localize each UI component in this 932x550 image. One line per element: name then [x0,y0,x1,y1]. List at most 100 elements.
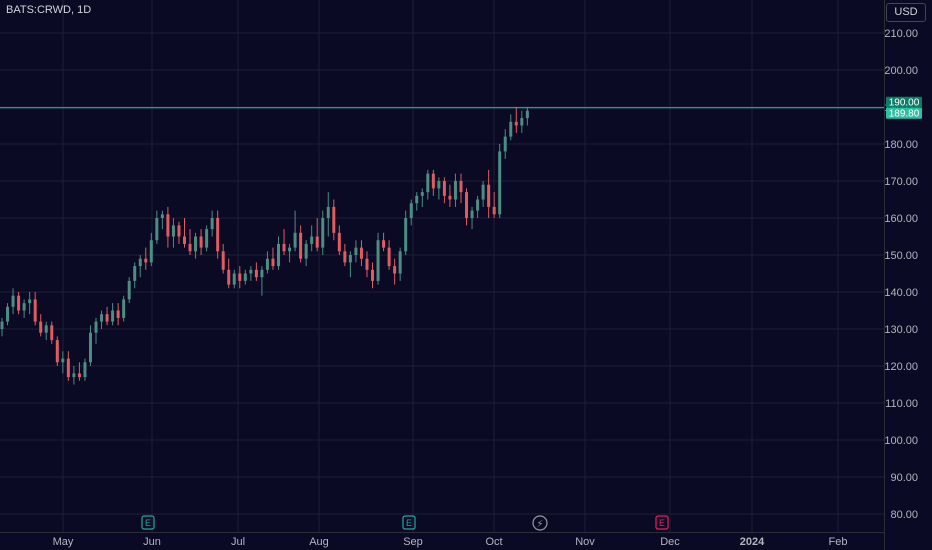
price-label-box [886,96,922,108]
candle-body [376,240,380,281]
earnings-marker-icon[interactable] [655,515,669,530]
candle-body [221,251,225,270]
candle-body [426,173,430,193]
candle-body [199,236,203,248]
candle-body [122,299,126,318]
currency-button[interactable]: USD [886,3,926,22]
event-marker-label: E [406,518,412,528]
candle-body [343,251,347,263]
candle-body [470,210,474,218]
candle-body [503,136,507,152]
price-label: 189.80 [889,109,920,120]
candle-body [160,214,164,218]
candle-body [459,181,463,193]
candle-body [232,273,236,285]
candle-body [182,236,186,244]
price-label-box [886,107,922,119]
y-tick-label: 100.00 [884,435,918,447]
event-marker-label: E [145,518,151,528]
event-marker-label: E [659,518,665,528]
candle-body [293,232,297,248]
candle-body [465,192,469,218]
candle-body [39,321,43,333]
earnings-marker-icon[interactable] [402,515,416,530]
y-tick-label: 180.00 [884,139,918,151]
candle-body [216,218,220,252]
candle-body [144,258,148,263]
candle-body [321,218,325,248]
candle-body [94,321,98,333]
price-label: 190.00 [889,98,920,109]
candle-body [61,358,65,363]
y-tick-label: 110.00 [885,398,918,410]
candle-body [299,232,303,259]
y-tick-label: 200.00 [884,65,918,77]
candle-body [83,362,87,378]
candle-body [100,314,104,322]
x-tick-label: Jul [231,536,245,548]
y-tick-label: 140.00 [884,287,918,299]
x-tick-label: Sep [403,536,423,548]
candle-body [371,269,375,281]
candle-body [33,299,37,322]
candle-body [304,243,308,259]
x-tick-label: Dec [660,536,680,548]
candle-body [514,121,518,126]
candle-body [487,184,491,207]
candle-body [194,236,198,252]
candle-body [476,199,480,211]
candle-body [282,243,286,252]
candle-body [387,247,391,267]
candle-body [398,251,402,274]
candle-body [210,218,214,230]
candle-body [415,195,419,204]
candle-body [453,181,457,200]
dividend-marker-icon[interactable] [532,515,548,531]
candle-body [0,321,4,329]
candle-body [155,218,159,241]
candle-body [448,195,452,200]
y-tick-label: 90.00 [890,472,918,484]
candle-body [271,258,275,267]
candle-body [77,373,81,378]
candle-body [520,118,524,126]
x-tick-label: Feb [829,536,848,548]
candle-body [166,214,170,237]
candle-body [72,373,76,378]
candle-body [116,310,120,318]
event-marker-label: ⚡ [536,519,543,530]
candle-body [288,247,292,252]
candle-body [348,255,352,263]
candle-body [277,243,280,267]
candle-body [254,269,258,278]
candle-body [326,206,330,218]
candle-body [111,310,115,322]
x-tick-label: Aug [309,536,329,548]
candle-body [420,192,424,196]
candle-body [332,206,336,233]
symbol-title: BATS:CRWD, 1D [6,4,92,16]
y-tick-label: 150.00 [884,250,918,262]
candle-body [382,240,386,248]
candle-body [359,247,363,259]
y-tick-label: 130.00 [884,324,918,336]
candle-body [509,121,513,137]
candle-body [310,236,314,244]
candle-body [492,206,496,215]
y-tick-label: 170.00 [884,176,918,188]
candle-body [409,203,413,218]
candle-body [149,240,153,263]
candle-body [171,225,175,237]
candle-body [6,306,10,322]
candle-body [177,225,181,237]
candle-body [22,303,26,311]
candle-body [260,269,264,278]
candle-body [133,266,137,281]
earnings-marker-icon[interactable] [141,515,155,530]
candle-body [525,110,529,119]
candle-body [44,325,48,333]
y-tick-label: 80.00 [890,509,918,521]
x-tick-label: May [53,536,74,548]
